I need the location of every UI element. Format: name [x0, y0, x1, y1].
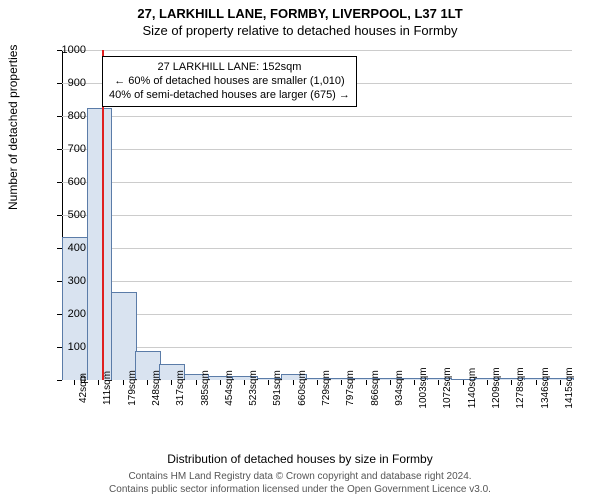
x-tick-mark: [220, 380, 221, 385]
x-tick-mark: [390, 380, 391, 385]
x-tick-label: 1140sqm: [467, 368, 478, 408]
x-tick-label: 934sqm: [394, 370, 405, 406]
x-tick-label: 454sqm: [224, 370, 235, 406]
y-tick-label: 600: [46, 176, 86, 188]
x-tick-mark: [147, 380, 148, 385]
chart-subtitle: Size of property relative to detached ho…: [0, 21, 600, 38]
y-tick-label: 800: [46, 110, 86, 122]
footnote: Contains HM Land Registry data © Crown c…: [0, 470, 600, 496]
plot-area: 27 LARKHILL LANE: 152sqm ← 60% of detach…: [62, 50, 572, 380]
x-tick-label: 797sqm: [345, 370, 356, 406]
x-tick-mark: [438, 380, 439, 385]
x-tick-mark: [341, 380, 342, 385]
gridline: [62, 215, 572, 216]
x-tick-mark: [463, 380, 464, 385]
x-axis-label: Distribution of detached houses by size …: [0, 452, 600, 466]
y-axis-label: Number of detached properties: [6, 45, 20, 210]
footnote-line1: Contains HM Land Registry data © Crown c…: [0, 470, 600, 483]
x-tick-label: 591sqm: [272, 370, 283, 406]
x-tick-mark: [123, 380, 124, 385]
x-tick-label: 1072sqm: [442, 367, 453, 408]
x-tick-mark: [414, 380, 415, 385]
footnote-line2: Contains public sector information licen…: [0, 483, 600, 496]
histogram-bar: [87, 108, 113, 380]
annotation-line1: 27 LARKHILL LANE: 152sqm: [109, 61, 350, 75]
gridline: [62, 149, 572, 150]
gridline: [62, 248, 572, 249]
x-tick-mark: [317, 380, 318, 385]
y-tick-label: 200: [46, 308, 86, 320]
gridline: [62, 314, 572, 315]
y-tick-label: 100: [46, 341, 86, 353]
annotation-line3: 40% of semi-detached houses are larger (…: [109, 89, 350, 103]
x-tick-mark: [196, 380, 197, 385]
histogram-bar: [111, 292, 137, 380]
annotation-box: 27 LARKHILL LANE: 152sqm ← 60% of detach…: [102, 56, 357, 107]
x-tick-label: 729sqm: [321, 370, 332, 406]
gridline: [62, 50, 572, 51]
gridline: [62, 347, 572, 348]
x-tick-label: 179sqm: [127, 370, 138, 406]
x-tick-mark: [560, 380, 561, 385]
x-tick-label: 42sqm: [78, 373, 89, 403]
x-tick-label: 385sqm: [200, 370, 211, 406]
y-tick-label: 300: [46, 275, 86, 287]
x-tick-label: 523sqm: [248, 370, 259, 406]
x-tick-mark: [244, 380, 245, 385]
gridline: [62, 182, 572, 183]
x-tick-label: 248sqm: [151, 370, 162, 406]
x-tick-label: 1209sqm: [491, 367, 502, 408]
x-tick-mark: [511, 380, 512, 385]
x-tick-mark: [268, 380, 269, 385]
x-tick-label: 660sqm: [297, 370, 308, 406]
gridline: [62, 281, 572, 282]
x-tick-label: 111sqm: [102, 371, 113, 405]
x-tick-label: 1415sqm: [564, 367, 575, 408]
x-tick-label: 1346sqm: [540, 367, 551, 408]
gridline: [62, 116, 572, 117]
y-tick-label: 400: [46, 242, 86, 254]
y-tick-label: 900: [46, 77, 86, 89]
x-tick-label: 866sqm: [370, 370, 381, 406]
x-tick-mark: [536, 380, 537, 385]
annotation-line2: ← 60% of detached houses are smaller (1,…: [109, 75, 350, 89]
chart-container: 27, LARKHILL LANE, FORMBY, LIVERPOOL, L3…: [0, 0, 600, 500]
chart-title: 27, LARKHILL LANE, FORMBY, LIVERPOOL, L3…: [0, 0, 600, 21]
x-tick-mark: [98, 380, 99, 385]
x-tick-mark: [171, 380, 172, 385]
x-tick-label: 1278sqm: [515, 367, 526, 408]
x-tick-mark: [366, 380, 367, 385]
y-tick-label: 500: [46, 209, 86, 221]
y-tick-label: 1000: [46, 44, 86, 56]
x-tick-label: 317sqm: [175, 370, 186, 406]
y-tick-label: 700: [46, 143, 86, 155]
x-tick-mark: [487, 380, 488, 385]
x-tick-label: 1003sqm: [418, 367, 429, 408]
x-tick-mark: [293, 380, 294, 385]
